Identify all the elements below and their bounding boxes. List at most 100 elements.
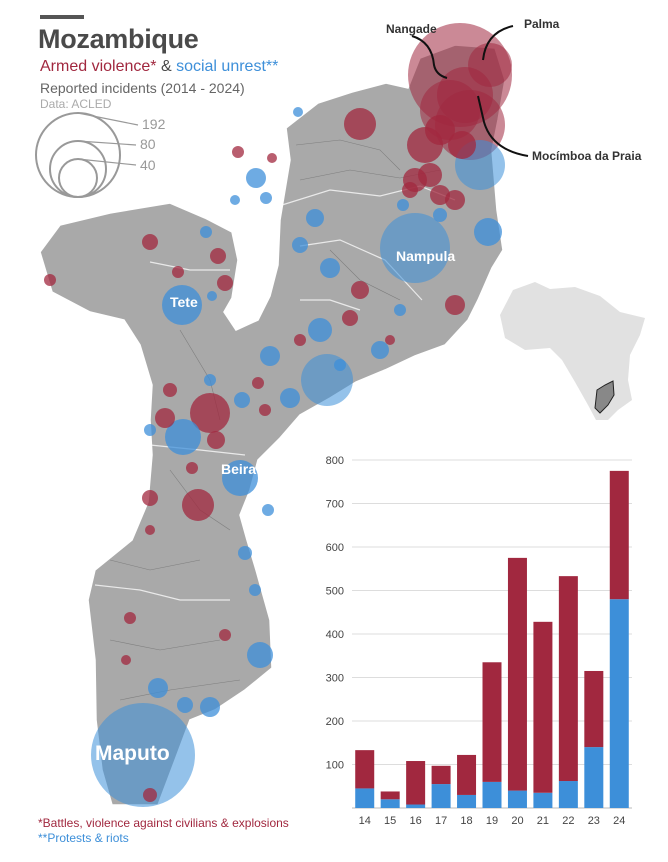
incident-bubble — [249, 584, 261, 596]
incident-bubble — [142, 234, 158, 250]
x-axis-ticks: 14 15 16 17 18 19 20 21 22 23 24 — [359, 815, 626, 827]
incident-bubble — [344, 108, 376, 140]
subtitle-social-unrest: social unrest** — [176, 58, 279, 75]
callout-palma — [482, 25, 514, 61]
incident-bubble — [397, 199, 409, 211]
incident-bubble — [380, 213, 450, 283]
incident-bubble — [200, 697, 220, 717]
bar-segment — [533, 621, 553, 793]
incident-bubble — [172, 266, 184, 278]
subtitle-period: Reported incidents (2014 - 2024) — [40, 80, 245, 96]
bar-segment — [533, 792, 553, 808]
y-tick-label: 200 — [326, 716, 344, 728]
x-tick-label: 24 — [613, 815, 625, 827]
incident-bubble — [418, 163, 442, 187]
incident-bubble — [232, 146, 244, 158]
incident-bubble — [162, 285, 202, 325]
incident-bubble — [385, 335, 395, 345]
incident-bubble — [144, 424, 156, 436]
incident-bubble — [155, 408, 175, 428]
incident-bubble — [293, 107, 303, 117]
incident-bubble — [234, 392, 250, 408]
incident-bubble — [334, 359, 346, 371]
x-tick-label: 16 — [410, 815, 422, 827]
bar-segment — [584, 670, 604, 748]
bar-segment — [507, 557, 527, 791]
bar-segment — [482, 662, 502, 782]
incident-bubble — [145, 525, 155, 535]
incident-bubble — [320, 258, 340, 278]
x-tick-label: 23 — [588, 815, 600, 827]
bar-segment — [355, 788, 375, 808]
incident-bubble — [280, 388, 300, 408]
bar-segment — [431, 784, 451, 808]
bar-segment — [355, 750, 375, 789]
incident-bubble — [177, 697, 193, 713]
y-tick-label: 600 — [326, 542, 344, 554]
footnote-unrest: **Protests & riots — [38, 831, 129, 845]
data-source: Data: ACLED — [40, 97, 112, 111]
label-mocimboa: Mocímboa da Praia — [532, 149, 642, 163]
africa-inset — [500, 282, 645, 420]
x-tick-label: 15 — [384, 815, 396, 827]
x-tick-label: 18 — [460, 815, 472, 827]
label-nangade: Nangade — [386, 22, 437, 36]
y-tick-label: 500 — [326, 586, 344, 598]
incident-bubble — [44, 274, 56, 286]
incident-bubble — [210, 248, 226, 264]
incident-bubble — [371, 341, 389, 359]
x-tick-label: 21 — [537, 815, 549, 827]
incident-bubble — [342, 310, 358, 326]
incident-bubble — [219, 629, 231, 641]
callout-mocimboa — [477, 95, 529, 157]
incident-bubble — [200, 226, 212, 238]
label-maputo: Maputo — [95, 742, 170, 765]
incident-bubble — [163, 383, 177, 397]
bar-segment — [609, 470, 629, 600]
incident-bubble — [148, 678, 168, 698]
legend-label-40: 40 — [140, 157, 156, 173]
x-tick-label: 17 — [435, 815, 447, 827]
bar-segment — [457, 794, 477, 808]
x-tick-label: 20 — [511, 815, 523, 827]
bar-segment — [457, 754, 477, 795]
incident-bubble — [294, 334, 306, 346]
bar-segment — [406, 804, 426, 808]
x-tick-label: 14 — [359, 815, 371, 827]
incident-bubble — [262, 504, 274, 516]
incident-bubble — [91, 703, 195, 807]
incident-bubble — [217, 275, 233, 291]
incident-bubble — [394, 304, 406, 316]
incident-bubble — [301, 354, 353, 406]
callout-nangade — [411, 35, 448, 79]
incident-bubble — [407, 127, 443, 163]
incident-bubble — [252, 377, 264, 389]
stacked-bar-chart: 100 200 300 400 500 600 700 800 14 15 16 17 18 19 20 2… — [326, 455, 632, 827]
legend-label-192: 192 — [142, 116, 166, 132]
bar-segment — [380, 799, 400, 808]
bar-segment — [406, 761, 426, 805]
incident-bubble — [445, 295, 465, 315]
incident-bubble — [306, 209, 324, 227]
bar-segment — [380, 791, 400, 800]
incident-bubble — [190, 393, 230, 433]
incident-bubble — [437, 67, 493, 123]
incident-bubble — [308, 318, 332, 342]
incident-bubble — [445, 190, 465, 210]
incident-bubble — [124, 612, 136, 624]
bars — [355, 470, 629, 808]
incident-bubbles — [44, 23, 512, 807]
incident-bubble — [230, 195, 240, 205]
y-tick-label: 800 — [326, 455, 344, 467]
label-tete: Tete — [170, 294, 198, 310]
incident-bubble — [402, 182, 418, 198]
legend-label-80: 80 — [140, 136, 156, 152]
incident-bubble — [267, 153, 277, 163]
incident-bubble — [238, 546, 252, 560]
callout-lines — [411, 25, 529, 157]
bar-segment — [558, 781, 578, 808]
incident-bubble — [246, 168, 266, 188]
label-nampula: Nampula — [396, 248, 456, 264]
x-tick-label: 22 — [562, 815, 574, 827]
